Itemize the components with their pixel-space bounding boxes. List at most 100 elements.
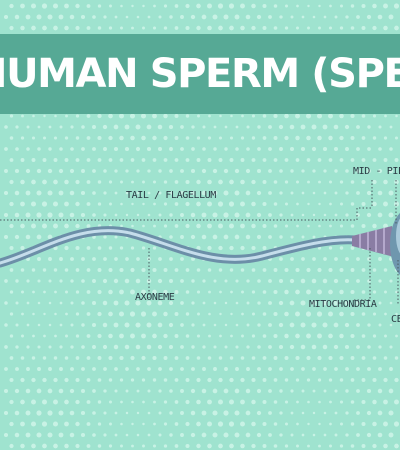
halftone-dot xyxy=(32,334,35,338)
halftone-dot xyxy=(301,411,305,415)
halftone-dot xyxy=(54,334,57,338)
halftone-dot xyxy=(124,344,130,350)
halftone-dot xyxy=(361,180,366,184)
halftone-dot xyxy=(124,322,130,328)
halftone-dot xyxy=(42,443,47,449)
halftone-dot xyxy=(389,125,393,129)
halftone-dot xyxy=(135,146,141,152)
halftone-dot xyxy=(212,432,218,438)
halftone-dot xyxy=(296,422,299,426)
halftone-dot xyxy=(212,168,218,174)
halftone-dot xyxy=(284,422,289,426)
halftone-dot xyxy=(92,125,96,129)
halftone-dot xyxy=(383,223,388,229)
halftone-dot xyxy=(80,410,86,416)
halftone-dot xyxy=(169,411,173,415)
halftone-dot xyxy=(42,25,47,31)
halftone-dot xyxy=(356,279,360,283)
halftone-dot xyxy=(147,169,151,173)
halftone-dot xyxy=(54,290,57,294)
halftone-dot xyxy=(20,334,25,338)
halftone-dot xyxy=(201,234,207,240)
halftone-dot xyxy=(54,114,57,118)
halftone-dot xyxy=(152,267,157,273)
halftone-dot xyxy=(174,4,179,8)
halftone-dot xyxy=(43,290,46,294)
halftone-dot xyxy=(207,245,212,251)
halftone-dot xyxy=(240,268,245,272)
halftone-dot xyxy=(268,433,272,437)
halftone-dot xyxy=(58,410,64,416)
halftone-dot xyxy=(174,26,179,30)
halftone-dot xyxy=(168,344,174,350)
halftone-dot xyxy=(70,301,74,305)
halftone-dot xyxy=(245,168,251,174)
halftone-dot xyxy=(185,158,190,162)
halftone-dot xyxy=(279,235,283,239)
halftone-dot xyxy=(367,301,371,305)
halftone-dot xyxy=(190,168,196,174)
halftone-dot xyxy=(37,279,41,283)
halftone-dot xyxy=(152,333,157,339)
halftone-dot xyxy=(109,4,112,8)
halftone-dot xyxy=(367,345,371,349)
halftone-dot xyxy=(318,422,321,426)
halftone-dot xyxy=(356,301,360,305)
halftone-dot xyxy=(356,323,360,327)
halftone-dot xyxy=(75,334,80,338)
halftone-dot xyxy=(157,322,163,328)
halftone-dot xyxy=(300,344,306,350)
halftone-dot xyxy=(142,224,145,228)
halftone-dot xyxy=(58,212,64,218)
halftone-dot xyxy=(31,377,36,383)
halftone-dot xyxy=(224,279,228,283)
halftone-dot xyxy=(311,278,317,284)
halftone-dot xyxy=(163,333,168,339)
halftone-dot xyxy=(53,179,58,185)
halftone-dot xyxy=(131,26,134,30)
halftone-dot xyxy=(196,158,201,162)
halftone-dot xyxy=(241,334,244,338)
halftone-dot xyxy=(224,301,228,305)
halftone-dot xyxy=(14,234,20,240)
halftone-dot xyxy=(174,202,179,206)
halftone-dot xyxy=(86,246,91,250)
halftone-dot xyxy=(163,158,168,162)
halftone-dot xyxy=(366,410,372,416)
halftone-dot xyxy=(191,257,195,261)
halftone-dot xyxy=(65,334,68,338)
halftone-dot xyxy=(201,14,207,20)
halftone-dot xyxy=(234,410,240,416)
halftone-dot xyxy=(383,179,388,185)
halftone-dot xyxy=(246,367,250,371)
halftone-dot xyxy=(92,257,96,261)
halftone-dot xyxy=(251,268,256,272)
halftone-dot xyxy=(41,201,48,207)
halftone-dot xyxy=(185,356,190,360)
halftone-dot xyxy=(289,344,295,350)
halftone-dot xyxy=(257,147,261,151)
halftone-dot xyxy=(185,25,190,31)
halftone-dot xyxy=(251,443,256,449)
halftone-dot xyxy=(180,169,184,173)
halftone-dot xyxy=(307,202,310,206)
halftone-dot xyxy=(316,113,323,119)
halftone-dot xyxy=(245,212,251,218)
halftone-dot xyxy=(328,311,333,317)
halftone-dot xyxy=(240,136,245,140)
halftone-dot xyxy=(230,290,233,294)
halftone-dot xyxy=(273,422,278,426)
halftone-dot xyxy=(224,345,228,349)
halftone-dot xyxy=(130,355,135,361)
halftone-dot xyxy=(196,201,201,207)
halftone-dot xyxy=(174,268,179,272)
halftone-dot xyxy=(268,279,272,283)
halftone-dot xyxy=(58,14,64,20)
halftone-dot xyxy=(273,444,278,448)
halftone-dot xyxy=(58,388,64,394)
halftone-dot xyxy=(218,443,223,449)
halftone-dot xyxy=(306,135,311,141)
halftone-dot xyxy=(212,234,218,240)
halftone-dot xyxy=(130,158,135,162)
halftone-dot xyxy=(113,146,119,152)
